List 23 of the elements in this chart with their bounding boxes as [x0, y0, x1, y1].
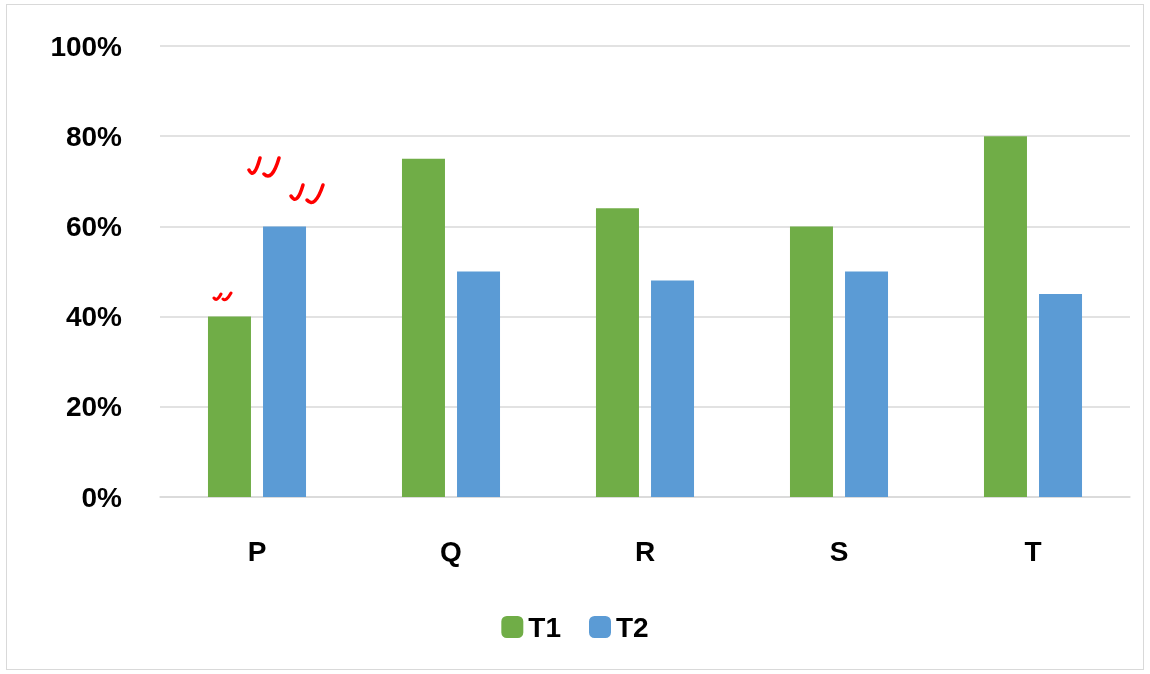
x-tick-label: S: [829, 535, 849, 567]
bar: [207, 316, 251, 497]
bar: [845, 271, 889, 497]
bar: [401, 158, 445, 497]
legend-label: T1: [528, 611, 562, 643]
y-tick-label: 100%: [50, 30, 123, 62]
bar: [983, 136, 1027, 497]
y-tick-label: 60%: [65, 210, 123, 242]
x-tick-label: P: [247, 535, 267, 567]
bar: [789, 226, 833, 497]
x-tick-label: Q: [440, 535, 462, 567]
bar: [263, 226, 307, 497]
bar: [595, 208, 639, 497]
legend-label: T2: [616, 611, 649, 643]
bar: [457, 271, 501, 497]
bar: [1039, 294, 1083, 497]
y-tick-label: 80%: [65, 120, 123, 152]
y-tick-label: 40%: [65, 301, 123, 333]
x-tick-label: T: [1024, 535, 1042, 567]
y-tick-label: 0%: [81, 481, 123, 513]
bar: [651, 280, 695, 497]
y-tick-label: 20%: [65, 391, 123, 423]
x-tick-label: R: [634, 535, 656, 567]
